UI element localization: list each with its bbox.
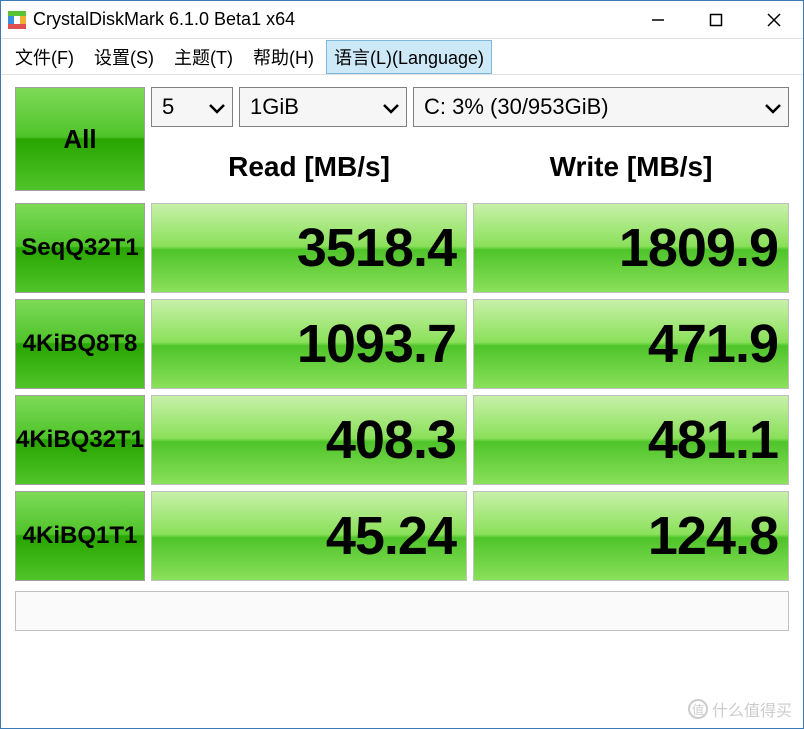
titlebar: CrystalDiskMark 6.1.0 Beta1 x64	[1, 1, 803, 39]
read-value-2: 408.3	[151, 395, 467, 485]
menu-item-0[interactable]: 文件(F)	[7, 40, 82, 74]
run-test-button-1[interactable]: 4KiBQ8T8	[15, 299, 145, 389]
write-value-1: 471.9	[473, 299, 789, 389]
app-window: CrystalDiskMark 6.1.0 Beta1 x64 文件(F)设置(…	[0, 0, 804, 729]
chevron-down-icon	[764, 94, 782, 120]
write-value-3: 124.8	[473, 491, 789, 581]
write-value-0: 1809.9	[473, 203, 789, 293]
read-value-1: 1093.7	[151, 299, 467, 389]
test-row-1: 4KiBQ8T81093.7471.9	[15, 299, 789, 389]
run-test-button-0[interactable]: SeqQ32T1	[15, 203, 145, 293]
write-value-2: 481.1	[473, 395, 789, 485]
status-bar	[15, 591, 789, 631]
test-row-2: 4KiBQ32T1408.3481.1	[15, 395, 789, 485]
menu-item-2[interactable]: 主题(T)	[166, 40, 241, 74]
content-area: All 5 1GiB	[1, 75, 803, 728]
test-size-value: 1GiB	[250, 94, 299, 120]
close-button[interactable]	[745, 1, 803, 38]
app-icon	[7, 10, 27, 30]
read-value-0: 3518.4	[151, 203, 467, 293]
menu-item-4[interactable]: 语言(L)(Language)	[326, 40, 492, 74]
menu-item-3[interactable]: 帮助(H)	[245, 40, 322, 74]
read-value-3: 45.24	[151, 491, 467, 581]
drive-select[interactable]: C: 3% (30/953GiB)	[413, 87, 789, 127]
minimize-button[interactable]	[629, 1, 687, 38]
test-label-line2: Q32T1	[65, 235, 138, 261]
test-label-line2: Q1T1	[77, 523, 137, 549]
read-header: Read [MB/s]	[151, 137, 467, 197]
test-count-select[interactable]: 5	[151, 87, 233, 127]
maximize-button[interactable]	[687, 1, 745, 38]
test-label-line1: 4KiB	[23, 331, 78, 357]
menubar: 文件(F)设置(S)主题(T)帮助(H)语言(L)(Language)	[1, 39, 803, 75]
menu-item-1[interactable]: 设置(S)	[86, 40, 162, 74]
drive-value: C: 3% (30/953GiB)	[424, 94, 609, 120]
test-label-line1: 4KiB	[16, 427, 71, 453]
test-count-value: 5	[162, 94, 174, 120]
test-label-line1: Seq	[21, 235, 65, 261]
window-title: CrystalDiskMark 6.1.0 Beta1 x64	[33, 9, 629, 30]
chevron-down-icon	[382, 94, 400, 120]
run-all-button[interactable]: All	[15, 87, 145, 191]
test-label-line1: 4KiB	[23, 523, 78, 549]
window-controls	[629, 1, 803, 38]
run-test-button-3[interactable]: 4KiBQ1T1	[15, 491, 145, 581]
test-label-line2: Q32T1	[71, 427, 144, 453]
test-row-0: SeqQ32T13518.41809.9	[15, 203, 789, 293]
test-label-line2: Q8T8	[77, 331, 137, 357]
test-size-select[interactable]: 1GiB	[239, 87, 407, 127]
test-row-3: 4KiBQ1T145.24124.8	[15, 491, 789, 581]
chevron-down-icon	[208, 94, 226, 120]
write-header: Write [MB/s]	[473, 137, 789, 197]
run-test-button-2[interactable]: 4KiBQ32T1	[15, 395, 145, 485]
